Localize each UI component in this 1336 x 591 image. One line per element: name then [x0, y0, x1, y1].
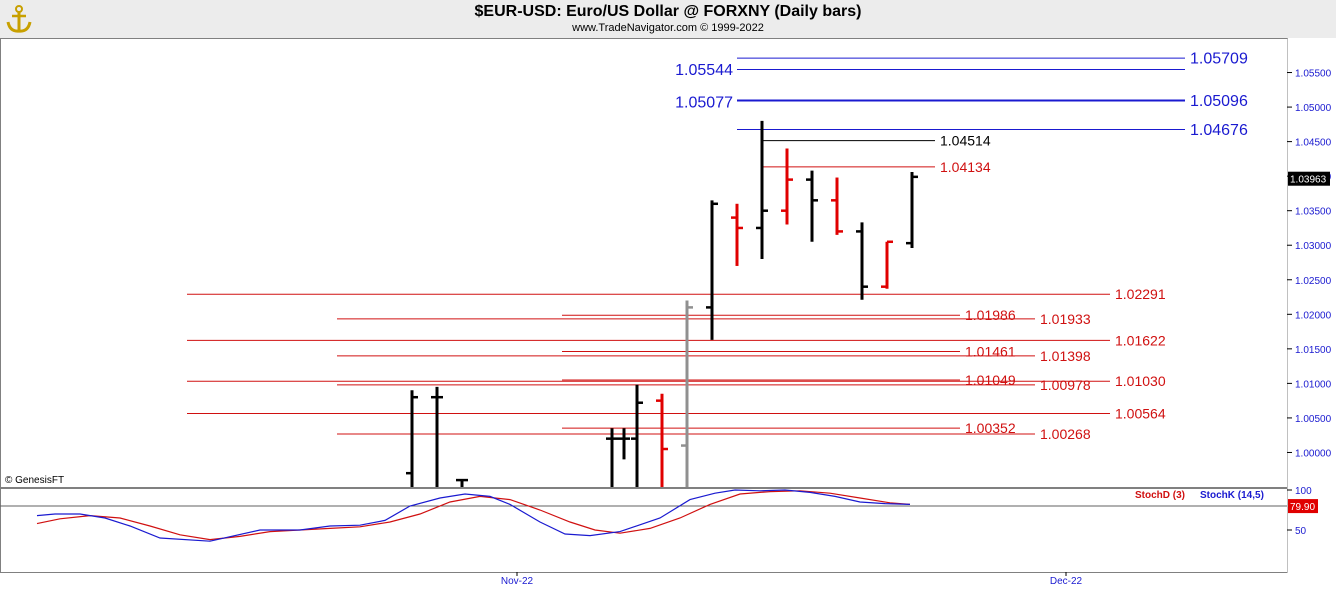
stoch-k-line	[36, 489, 911, 542]
level-label: 1.00352	[965, 420, 1016, 436]
legend-stochk: StochK (14,5)	[1200, 490, 1264, 501]
chart-subtitle: www.TradeNavigator.com © 1999-2022	[572, 22, 764, 34]
price-tick-label: 1.01500	[1295, 345, 1332, 356]
price-tick-label: 1.00000	[1295, 448, 1332, 459]
price-tick-label: 1.02000	[1295, 310, 1332, 321]
chart-title: $EUR-USD: Euro/US Dollar @ FORXNY (Daily…	[474, 3, 862, 20]
copyright-label: © GenesisFT	[5, 475, 65, 486]
last-price-box	[1288, 171, 1330, 186]
price-tick-label: 1.05000	[1295, 103, 1332, 114]
anchor-logo-icon	[6, 5, 32, 33]
stochastic-panel	[0, 488, 1288, 573]
level-label: 1.01030	[1115, 373, 1166, 389]
price-panel	[0, 38, 1288, 488]
level-label: 1.05096	[1190, 93, 1248, 110]
level-label: 1.01049	[965, 372, 1016, 388]
price-tick-label: 1.03000	[1295, 241, 1332, 252]
level-label: 1.01622	[1115, 332, 1166, 348]
level-label: 1.01398	[1040, 348, 1091, 364]
chart-header: $EUR-USD: Euro/US Dollar @ FORXNY (Daily…	[0, 0, 1336, 38]
level-label: 1.01933	[1040, 311, 1091, 327]
price-tick-label: 1.00500	[1295, 414, 1332, 425]
level-label: 1.05709	[1190, 51, 1248, 68]
level-label: 1.00564	[1115, 405, 1166, 421]
price-tick-label: 1.02500	[1295, 276, 1332, 287]
stoch-d-line	[36, 490, 911, 541]
price-axis-area	[1287, 38, 1336, 591]
stochastic-last-value-label: 79.90	[1290, 502, 1315, 513]
x-tick-label: Dec-22	[1050, 576, 1083, 587]
price-tick-label: 1.03500	[1295, 207, 1332, 218]
price-tick-label: 1.01000	[1295, 379, 1332, 390]
level-label: 1.04676	[1190, 122, 1248, 139]
level-label: 1.01986	[965, 307, 1016, 323]
stochastic-tick-label: 50	[1295, 526, 1307, 537]
last-price-label: 1.03963	[1290, 175, 1327, 186]
level-label: 1.00978	[1040, 377, 1091, 393]
level-label: 1.05544	[675, 62, 733, 79]
price-tick-label: 1.05500	[1295, 69, 1332, 80]
level-label: 1.05077	[675, 94, 733, 111]
stochastic-tick-label: 100	[1295, 486, 1312, 497]
level-label: 1.02291	[1115, 286, 1166, 302]
price-tick-label: 1.04500	[1295, 138, 1332, 149]
x-tick-label: Nov-22	[501, 576, 534, 587]
level-label: 1.00268	[1040, 426, 1091, 442]
legend-stochd: StochD (3)	[1135, 490, 1185, 501]
level-label: 1.04514	[940, 133, 991, 149]
stochastic-last-value-box	[1288, 499, 1318, 514]
level-label: 1.01461	[965, 343, 1016, 359]
level-label: 1.04134	[940, 159, 991, 175]
